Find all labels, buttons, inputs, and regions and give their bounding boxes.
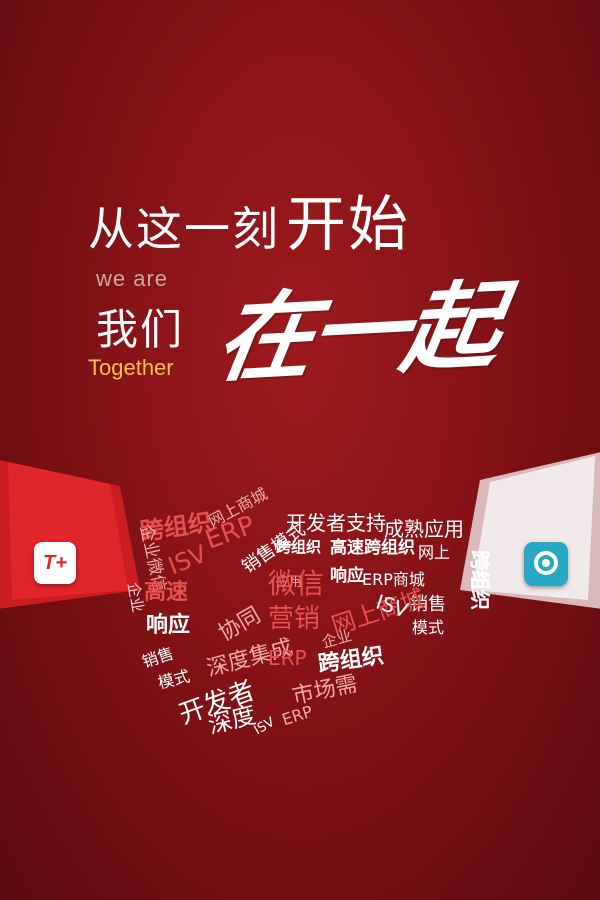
cloud-word: ERP [279,701,315,730]
cloud-word: 销售模式 [238,519,310,578]
cloud-word: ERP [201,510,259,556]
cloud-word: 网上 [418,543,451,562]
ring-logo-icon [534,551,558,575]
cloud-word: 网上商城 [328,583,428,641]
left-sleeve [0,460,140,609]
cloud-word: 模式 [412,618,445,637]
cloud-word: ERP [268,646,307,670]
headline: 从这一刻 开始 [88,176,410,263]
cloud-word: 企业微信 [135,523,170,594]
cloud-word: ERP商城 [362,570,425,589]
cloud-word: 营销 [268,604,321,634]
cloud-word: 跨组织 [316,643,386,678]
cloud-word: 开发者 [175,675,259,731]
cloud-word: 跨组织 [276,538,322,556]
cloud-word: ISV [373,589,412,623]
headline-part1: 从这一刻 [88,202,280,256]
cloud-word: 响应 [146,613,191,638]
cloud-word: 网上商城 [205,484,271,531]
cloud-word: ISV [251,714,278,739]
cloud-word: 微信 [268,567,325,600]
cloud-word: 应用 [276,575,303,590]
cloud-word: 响应 [330,566,364,586]
cloud-word: 企业 [320,626,354,652]
we-are-text: we are [96,266,169,291]
cloud-word: 销售 [139,643,177,672]
t-plus-logo-icon: T+ [34,542,76,584]
together-text: Together [88,355,174,380]
cloud-word: 跨组织 [138,508,214,546]
zaiyiqi-calligraphy: 在一起 [208,268,506,397]
chanjet-app-icon [524,542,568,586]
cloud-word: 销售 [410,594,446,615]
cloud-word: 深度集成 [204,635,296,682]
headline-part2: 开始 [286,190,410,260]
cloud-word: 高速跨组织 [330,538,415,558]
cloud-word: 开发者支持 [286,511,386,535]
cloud-word: 深度 [205,700,259,740]
cloud-word: 高速 [144,580,189,605]
cloud-word: ISV [164,539,211,581]
cloud-word: 市场需 [290,671,360,710]
cloud-word: 成熟应用 [384,517,464,541]
cloud-word: 协同 [214,602,266,647]
women-text: 我们 [96,305,185,354]
cloud-word: 模式 [156,666,192,693]
